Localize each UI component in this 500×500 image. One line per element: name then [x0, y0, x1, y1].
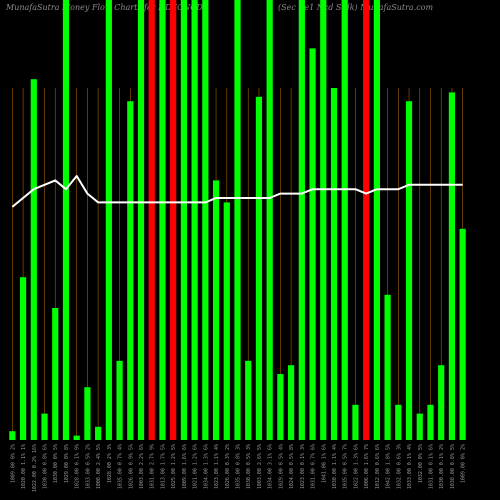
- x-tick-label: 1012.00 0.6% 6%: [375, 444, 381, 489]
- x-tick-label: 1030.00 0.8% 6%: [43, 444, 49, 489]
- bar: [95, 426, 102, 440]
- x-tick-label: 1031.00 0.1% 6%: [428, 444, 434, 489]
- x-tick-label: 1009.00 0% 2%: [10, 444, 16, 483]
- x-tick-label: 1034.00 1.3% 6%: [203, 444, 209, 489]
- x-tick-label: 1030.00 0.5% 3%: [246, 444, 252, 489]
- bar: [363, 0, 370, 440]
- x-tick-label: 1009.00 1.6% 6%: [182, 444, 188, 489]
- money-flow-bars: [9, 0, 466, 441]
- x-tick-label: 1038.00 0.8% 5%: [450, 444, 456, 489]
- bar: [245, 360, 252, 440]
- bar: [448, 92, 456, 441]
- bar: [223, 202, 230, 440]
- bar: [330, 88, 338, 440]
- x-tick-label: 1033.00 0.5% 2%: [85, 444, 91, 489]
- bar: [427, 404, 434, 440]
- bar: [266, 0, 273, 440]
- bar: [202, 0, 209, 440]
- bar: [309, 48, 316, 441]
- x-tick-label: 1034.00 3.1% 6%: [268, 444, 274, 489]
- x-tick-label: 1026.00 0.9% 5%: [128, 444, 134, 489]
- bar: [438, 365, 445, 440]
- bar: [255, 96, 263, 441]
- x-tick-label: 1035.00 0.5% 7%: [343, 444, 349, 489]
- bar: [191, 0, 198, 440]
- x-tick-label: 1006.00 1.6% 7%: [364, 444, 370, 489]
- x-tick-label: 1003.00 2.2% 6%: [139, 444, 145, 489]
- bar: [52, 308, 59, 440]
- bar: [127, 101, 134, 440]
- price-line: [11, 175, 463, 208]
- x-tick-label: 1003.00 2.6% 5%: [257, 444, 263, 489]
- bar: [116, 360, 123, 440]
- bar: [30, 79, 37, 440]
- x-tick-label: 1025.00 1.2% 5%: [171, 444, 177, 489]
- x-tick-label: 1033.00 0.1% 4%: [407, 444, 413, 489]
- bar: [277, 374, 284, 440]
- x-tick-label: 1024.00 0.5% 8%: [289, 444, 295, 489]
- bar: [137, 0, 145, 440]
- bar: [148, 0, 155, 440]
- x-tick-label: 1041.00 1% 6%: [321, 444, 327, 483]
- bar: [384, 294, 391, 440]
- bar: [73, 435, 80, 440]
- x-tick-label: 1022.00 0.2% 16%: [32, 444, 38, 492]
- x-tick-label: 1023.00 1.1% 4%: [214, 444, 220, 489]
- bar: [41, 413, 48, 440]
- bar: [19, 277, 27, 440]
- x-tick-label: 1026.00 0.3% 2%: [225, 444, 231, 489]
- bar: [212, 180, 220, 440]
- x-tick-label: 1029.00 0.5% 4%: [278, 444, 284, 489]
- bar: [105, 0, 112, 440]
- bar: [9, 431, 16, 440]
- x-tick-label: 1030.00 0.1% 2%: [439, 444, 445, 489]
- x-tick-label: 1030.00 1.1% 4%: [332, 444, 338, 489]
- x-tick-label: 1035.00 0.8% 3%: [236, 444, 242, 489]
- x-tick-label: 1042.00 1.8% 5%: [386, 444, 392, 489]
- bar: [405, 101, 413, 440]
- x-tick-label: 1009.00 0% 2%: [461, 444, 467, 483]
- x-tick-label: 1032.00 0% 5%: [418, 444, 424, 483]
- bar: [395, 404, 402, 440]
- bar: [416, 413, 423, 440]
- bar: [180, 0, 187, 440]
- bar: [373, 0, 380, 440]
- x-tick-label: 1028.00 0.1% 9%: [75, 444, 81, 489]
- bar: [288, 365, 295, 440]
- x-tick-label: 1031.00 0.7% 6%: [311, 444, 317, 489]
- bar: [298, 0, 305, 440]
- bar: [159, 0, 166, 440]
- x-tick-label: 1029.00 0% 8%: [64, 444, 70, 483]
- x-tick-label: 1032.00 0.6% 3%: [396, 444, 402, 489]
- bar: [84, 387, 91, 440]
- bar: [170, 0, 177, 440]
- x-tick-label: 1008.00 2.4% 5%: [96, 444, 102, 489]
- bar: [320, 0, 327, 440]
- x-axis-labels: 1009.00 0% 2% 1020.00 1.1% 1% 1022.00 0.2%…: [10, 444, 466, 492]
- chart-subtitle: (Sec Re1 Ncd Stdk) MunafaSutra.com: [278, 3, 434, 12]
- x-tick-label: 1020.00 1.1% 1%: [21, 444, 27, 489]
- bar: [459, 228, 466, 440]
- x-tick-label: 1023.00 0.1% 3%: [300, 444, 306, 489]
- x-tick-label: 1013.00 1.7% 5%: [160, 444, 166, 489]
- bar: [341, 0, 348, 440]
- bar: [234, 0, 241, 440]
- price-line-path: [11, 175, 463, 208]
- bar: [62, 0, 70, 440]
- x-tick-label: 1021.00 1.2% 6%: [193, 444, 199, 489]
- bar: [352, 404, 359, 440]
- x-tick-label: 1030.00 0% 5%: [53, 444, 59, 483]
- x-tick-label: 1022.00 1.3% 6%: [353, 444, 359, 489]
- x-tick-label: 1028.00 2% 3%: [107, 444, 113, 483]
- x-tick-label: 1035.00 0.7% 4%: [118, 444, 124, 489]
- x-tick-label: 1031.00 2.7% 9%: [150, 444, 156, 489]
